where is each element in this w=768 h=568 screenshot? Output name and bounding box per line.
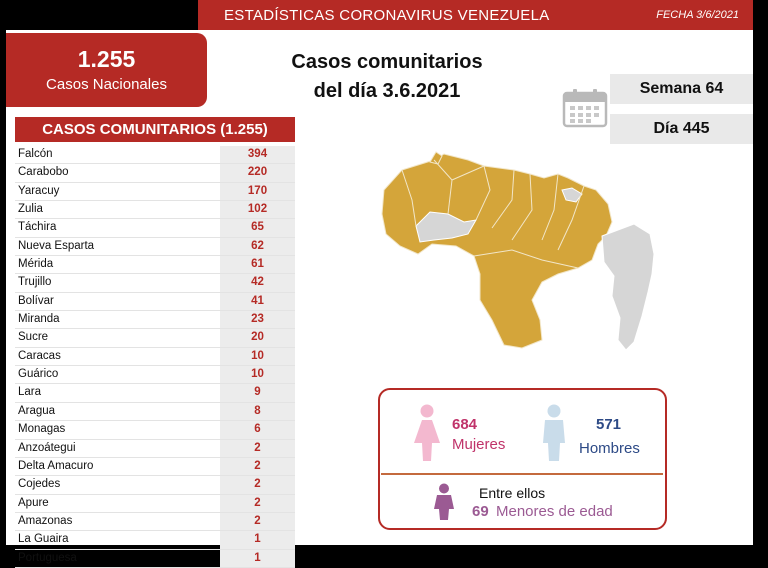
headline-line2: del día 3.6.2021 [313, 80, 461, 102]
state-row: Sucre 20 [15, 329, 295, 348]
state-name: Nueva Esparta [18, 239, 95, 252]
state-name: Aragua [18, 404, 56, 417]
state-value: 41 [220, 292, 295, 311]
venezuela-map [381, 151, 655, 351]
state-row: Lara 9 [15, 384, 295, 403]
state-row: Nueva Esparta 62 [15, 237, 295, 257]
state-name: Mérida [18, 258, 54, 271]
state-name: Zulia [18, 203, 43, 216]
state-name: Monagas [18, 423, 66, 436]
state-row: Falcón 394 [15, 146, 295, 165]
women-count: 684 [452, 416, 478, 433]
state-value: 23 [220, 311, 295, 329]
state-name: La Guaira [18, 533, 69, 546]
state-name: Sucre [18, 331, 49, 344]
minors-prefix: Entre ellos [479, 485, 546, 501]
state-row: Portuguesa 1 [15, 549, 295, 568]
man-icon [543, 404, 565, 461]
state-row: Caracas 10 [15, 347, 295, 367]
state-value: 170 [220, 182, 295, 201]
state-row: Apure 2 [15, 494, 295, 513]
state-name: Falcón [18, 148, 53, 160]
state-value: 2 [220, 494, 295, 512]
state-row: Zulia 102 [15, 201, 295, 220]
state-value: 2 [220, 512, 295, 531]
state-row: Bolívar 41 [15, 292, 295, 312]
men-label: Hombres [579, 440, 640, 457]
headline-line1: Casos comunitarios [291, 51, 483, 73]
day-box: Día 445 [610, 114, 753, 144]
national-cases-box: 1.255 Casos Nacionales [6, 33, 207, 107]
state-list: Falcón 394 Carabobo 220 Yaracuy 170 Zulia 102 Tá… [15, 146, 295, 568]
state-name: Táchira [18, 221, 57, 234]
state-row: La Guaira 1 [15, 531, 295, 550]
woman-icon [414, 404, 440, 461]
calendar-icon [562, 89, 608, 128]
state-value: 2 [220, 476, 295, 494]
state-value: 10 [220, 366, 295, 384]
state-row: Amazonas 2 [15, 512, 295, 532]
gender-divider [381, 473, 663, 475]
state-value: 42 [220, 274, 295, 292]
state-name: Carabobo [18, 166, 69, 179]
state-value: 2 [220, 439, 295, 457]
state-value: 9 [220, 384, 295, 402]
state-name: Portuguesa [18, 551, 77, 564]
state-row: Trujillo 42 [15, 274, 295, 293]
header-date: FECHA 3/6/2021 [656, 9, 739, 21]
state-value: 8 [220, 402, 295, 421]
state-name: Miranda [18, 313, 60, 326]
state-name: Apure [18, 496, 49, 509]
state-name: Caracas [18, 349, 61, 362]
state-value: 62 [220, 237, 295, 256]
state-name: Delta Amacuro [18, 459, 94, 472]
state-name: Bolívar [18, 294, 54, 307]
list-title: CASOS COMUNITARIOS (1.255) [15, 117, 295, 142]
state-name: Cojedes [18, 478, 61, 491]
state-row: Cojedes 2 [15, 476, 295, 495]
week-box: Semana 64 [610, 74, 753, 104]
header-title: ESTADÍSTICAS CORONAVIRUS VENEZUELA [224, 7, 550, 24]
state-row: Mérida 61 [15, 256, 295, 275]
state-row: Anzoátegui 2 [15, 439, 295, 458]
state-value: 102 [220, 201, 295, 219]
headline: Casos comunitarios del día 3.6.2021 [262, 48, 512, 106]
men-count: 571 [596, 416, 622, 433]
state-row: Miranda 23 [15, 311, 295, 330]
state-value: 20 [220, 329, 295, 347]
state-name: Lara [18, 386, 42, 399]
state-row: Yaracuy 170 [15, 182, 295, 202]
state-value: 10 [220, 347, 295, 366]
national-total: 1.255 [77, 46, 136, 72]
state-value: 61 [220, 256, 295, 274]
state-name: Amazonas [18, 514, 73, 527]
state-value: 1 [220, 549, 295, 567]
women-label: Mujeres [452, 436, 506, 453]
national-label: Casos Nacionales [46, 76, 167, 93]
state-row: Delta Amacuro 2 [15, 457, 295, 477]
state-name: Trujillo [18, 276, 52, 289]
state-value: 65 [220, 219, 295, 237]
state-value: 6 [220, 421, 295, 439]
state-row: Guárico 10 [15, 366, 295, 385]
state-value: 394 [220, 146, 295, 164]
header-bar: ESTADÍSTICAS CORONAVIRUS VENEZUELA FECHA… [198, 0, 753, 30]
state-value: 220 [220, 164, 295, 182]
minors-label: Menores de edad [496, 503, 613, 520]
page: ESTADÍSTICAS CORONAVIRUS VENEZUELA FECHA… [6, 0, 753, 568]
state-value: 2 [220, 457, 295, 476]
state-row: Carabobo 220 [15, 164, 295, 183]
state-name: Yaracuy [18, 184, 60, 197]
state-name: Anzoátegui [18, 441, 76, 454]
state-value: 1 [220, 531, 295, 549]
state-name: Guárico [18, 368, 59, 381]
minors-count: 69 [472, 503, 489, 520]
state-row: Táchira 65 [15, 219, 295, 238]
child-icon [434, 483, 454, 520]
state-row: Aragua 8 [15, 402, 295, 422]
state-row: Monagas 6 [15, 421, 295, 440]
